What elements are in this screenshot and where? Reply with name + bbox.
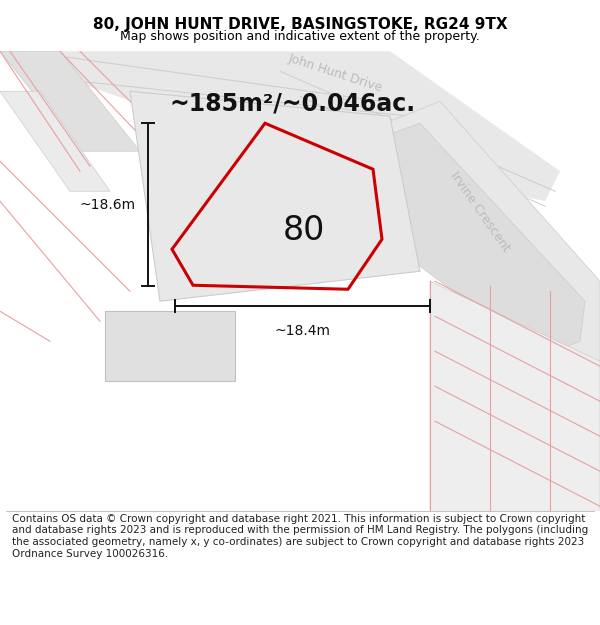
- Text: Map shows position and indicative extent of the property.: Map shows position and indicative extent…: [120, 30, 480, 43]
- Polygon shape: [340, 123, 585, 356]
- Polygon shape: [105, 311, 235, 381]
- Polygon shape: [350, 101, 600, 381]
- Text: ~18.6m: ~18.6m: [80, 198, 136, 212]
- Text: ~185m²/~0.046ac.: ~185m²/~0.046ac.: [170, 91, 416, 115]
- Text: ~18.4m: ~18.4m: [275, 324, 331, 338]
- Text: Irvine Crescent: Irvine Crescent: [448, 169, 512, 254]
- Polygon shape: [45, 51, 560, 201]
- Polygon shape: [130, 91, 420, 301]
- Polygon shape: [430, 281, 600, 511]
- Polygon shape: [0, 91, 110, 191]
- Text: Contains OS data © Crown copyright and database right 2021. This information is : Contains OS data © Crown copyright and d…: [12, 514, 588, 559]
- Text: John Hunt Drive: John Hunt Drive: [286, 52, 384, 94]
- Polygon shape: [0, 51, 140, 151]
- Text: 80: 80: [283, 214, 325, 248]
- Text: 80, JOHN HUNT DRIVE, BASINGSTOKE, RG24 9TX: 80, JOHN HUNT DRIVE, BASINGSTOKE, RG24 9…: [92, 18, 508, 32]
